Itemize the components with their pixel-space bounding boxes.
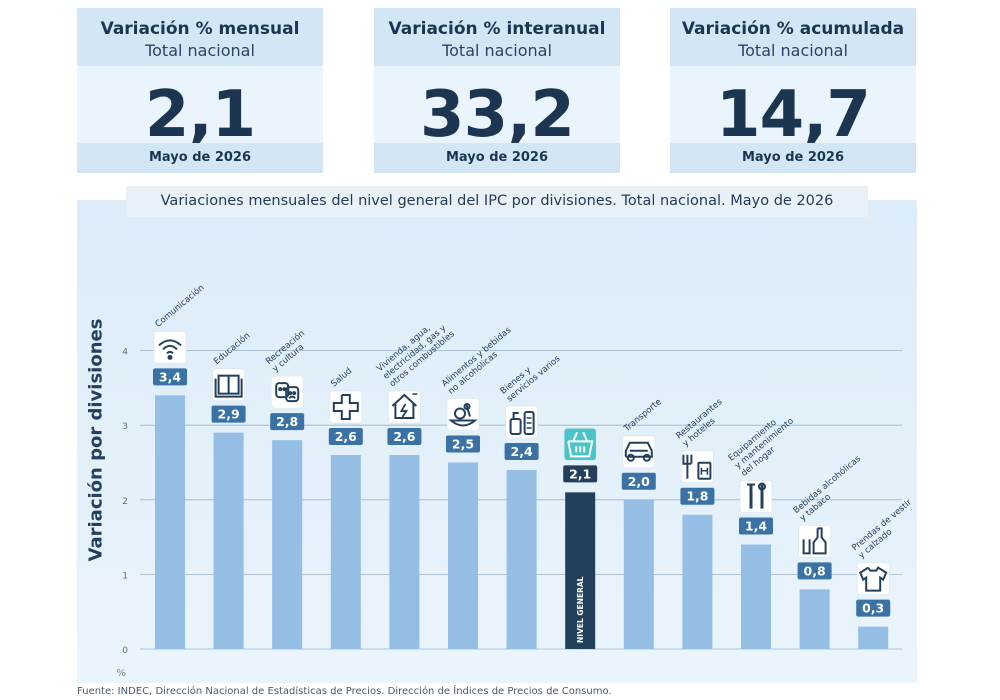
value-label-box — [563, 465, 598, 483]
bar — [213, 432, 244, 649]
card-accumulated-subtitle: Total nacional — [738, 41, 848, 60]
house-energy-icon — [391, 393, 418, 420]
shopping-basket-icon — [567, 431, 594, 458]
value-label-box — [446, 435, 480, 453]
category-label: Prendas de vestiry calzado — [850, 497, 920, 561]
card-accumulated-header: Variación % acumulada Total nacional — [670, 8, 916, 66]
card-accumulated-title: Variación % acumulada — [681, 19, 905, 39]
wifi-icon — [158, 339, 182, 360]
category-label: Comunicación — [153, 282, 207, 329]
bar — [506, 469, 537, 649]
card-monthly-period: Mayo de 2026 — [77, 143, 323, 173]
category-label: Restaurantesy hoteles — [674, 397, 731, 449]
bar — [565, 492, 596, 649]
y-tick-label: 2 — [122, 497, 128, 507]
value-label: 1,4 — [745, 519, 767, 534]
category-label: Transporte — [622, 397, 664, 435]
value-label-box — [680, 487, 715, 505]
card-accumulated-value: 14,7 — [716, 78, 871, 152]
card-accumulated: Variación % acumulada Total nacional 14,… — [670, 8, 916, 173]
value-label: 0,3 — [862, 601, 884, 616]
bar — [389, 455, 420, 649]
source-note: Fuente: INDEC, Dirección Nacional de Est… — [77, 686, 612, 697]
food-icon — [448, 403, 478, 427]
value-label-box — [621, 472, 656, 490]
chart-title: Variaciones mensuales del nivel general … — [126, 186, 868, 217]
bottle-icon — [802, 527, 827, 555]
y-unit-label: % — [116, 668, 126, 679]
icon-tile — [563, 428, 597, 461]
card-monthly-title: Variación % mensual — [100, 19, 300, 39]
value-label: 2,5 — [452, 437, 474, 452]
bar — [448, 462, 478, 649]
bar — [272, 440, 303, 649]
bar — [330, 455, 361, 649]
icon-tile — [153, 331, 187, 364]
value-label-box — [270, 413, 305, 431]
value-label: 3,4 — [159, 369, 181, 384]
card-monthly: Variación % mensual Total nacional 2,1 M… — [77, 8, 323, 173]
value-label: 2,6 — [335, 429, 357, 444]
category-label: Equipamientoy mantenimientodel hogar — [727, 409, 803, 479]
value-label-box — [856, 599, 891, 617]
y-tick-label: 1 — [122, 571, 128, 581]
bar — [155, 395, 185, 649]
value-label: 2,0 — [628, 474, 650, 489]
bar — [682, 514, 713, 649]
card-yearly-title: Variación % interanual — [388, 19, 606, 39]
card-yearly-subtitle: Total nacional — [442, 41, 552, 60]
theater-masks-icon — [275, 382, 300, 403]
value-label-box — [387, 428, 422, 446]
bar — [741, 544, 771, 649]
value-label: 2,6 — [393, 429, 415, 444]
bar — [799, 589, 830, 649]
value-label: 2,1 — [569, 466, 591, 481]
card-yearly-value: 33,2 — [420, 78, 575, 152]
icon-tile — [329, 390, 363, 424]
value-label: 0,8 — [804, 563, 826, 578]
category-label: Bebidas alcohólicasy tabaco — [791, 453, 870, 524]
bar — [623, 499, 654, 649]
value-label: 2,9 — [218, 407, 240, 422]
card-yearly-header: Variación % interanual Total nacional — [374, 8, 620, 66]
toiletries-icon — [509, 410, 535, 435]
category-label: Salud — [329, 366, 354, 389]
value-label-box — [211, 405, 246, 423]
value-label-box — [504, 442, 539, 460]
card-monthly-subtitle: Total nacional — [145, 41, 255, 60]
value-label-box — [739, 517, 773, 535]
category-label: Bienes yservicios varios — [499, 346, 563, 404]
value-label: 2,8 — [276, 414, 298, 429]
icon-tile — [739, 480, 773, 513]
y-tick-label: 3 — [122, 422, 128, 432]
value-label-box — [153, 368, 187, 386]
inner-bar-label: NIVEL GENERAL — [576, 576, 585, 643]
category-label: Educación — [211, 330, 252, 367]
card-accumulated-period: Mayo de 2026 — [670, 143, 916, 173]
card-yearly-period: Mayo de 2026 — [374, 143, 620, 173]
tshirt-icon — [858, 566, 888, 592]
tools-icon — [747, 482, 766, 509]
y-tick-label: 4 — [122, 348, 128, 358]
bar — [858, 626, 889, 649]
card-monthly-header: Variación % mensual Total nacional — [77, 8, 323, 66]
value-label-box — [328, 428, 363, 446]
card-monthly-value: 2,1 — [144, 78, 256, 152]
book-icon — [214, 374, 243, 398]
value-label: 1,8 — [686, 489, 708, 504]
restaurant-hotel-icon — [682, 454, 712, 480]
card-yearly: Variación % interanual Total nacional 33… — [374, 8, 620, 173]
health-cross-icon — [332, 394, 359, 421]
category-label: Recreacióny cultura — [264, 328, 314, 374]
value-label-box — [797, 562, 832, 580]
y-tick-label: 0 — [122, 646, 128, 656]
car-icon — [624, 441, 653, 462]
value-label: 2,4 — [511, 444, 533, 459]
